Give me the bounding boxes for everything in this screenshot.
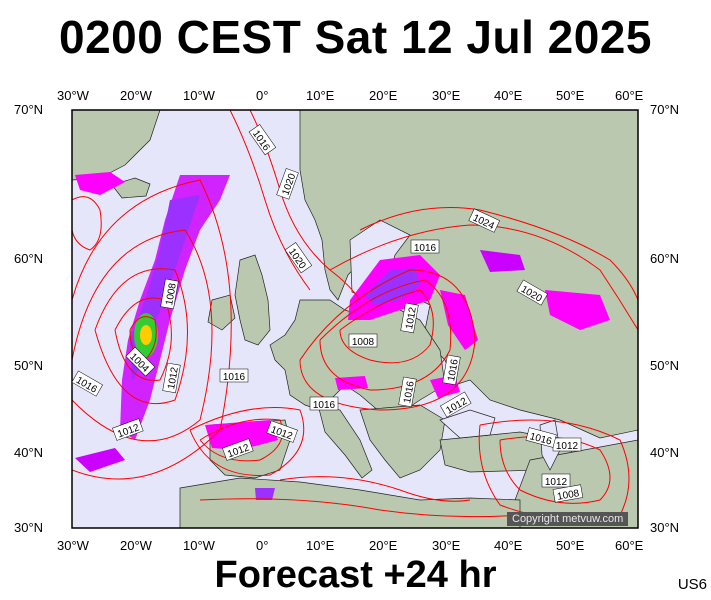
lon-label: 30°E — [432, 88, 461, 103]
rain-greenland-east — [75, 172, 125, 195]
rain-russia — [545, 290, 610, 330]
lon-label: 20°E — [369, 88, 398, 103]
isobar — [114, 297, 172, 381]
land-uk — [234, 254, 271, 346]
rain-baltic — [440, 290, 478, 350]
lon-label: 10°E — [306, 88, 335, 103]
isobar-label: 1012 — [556, 441, 579, 452]
rain-north-africa — [255, 488, 275, 500]
lon-label: 30°E — [432, 538, 461, 553]
lat-label: 70°N — [14, 102, 44, 117]
rain-core-low-inner — [140, 325, 152, 345]
lon-label: 40°E — [494, 538, 523, 553]
lat-label: 30°N — [650, 520, 680, 535]
isobar — [229, 110, 311, 291]
isobar-label: 1016 — [414, 243, 437, 254]
isobar-label: 1016 — [313, 400, 336, 411]
lon-label: 60°E — [615, 538, 644, 553]
land-greenland — [72, 110, 161, 181]
lat-label: 60°N — [14, 251, 44, 266]
isobar — [319, 279, 452, 391]
isobar — [94, 268, 188, 405]
lat-label: 50°N — [14, 358, 44, 373]
copyright-notice: Copyright metvuw.com — [507, 512, 629, 526]
isobar — [72, 179, 232, 480]
isobar — [329, 224, 638, 331]
lat-label: 50°N — [650, 358, 680, 373]
rain-alps — [335, 376, 368, 390]
isobar — [359, 207, 638, 301]
lon-label: 0° — [256, 538, 269, 553]
land-ireland — [207, 294, 236, 331]
lat-label: 40°N — [650, 445, 680, 460]
lat-label: 60°N — [650, 251, 680, 266]
lat-label: 40°N — [14, 445, 44, 460]
isobar — [189, 407, 305, 476]
map-frame — [71, 109, 639, 529]
lon-label: 50°E — [556, 538, 585, 553]
lon-label: 30°W — [57, 88, 89, 103]
map-code: US6 — [677, 576, 707, 593]
map-title: 0200 CEST Sat 12 Jul 2025 — [59, 11, 652, 63]
isobar-label: 1016 — [402, 380, 417, 404]
isobar-label: 1016 — [446, 358, 461, 382]
lon-label: 40°E — [494, 88, 523, 103]
lon-label: 10°W — [183, 538, 215, 553]
isobar — [72, 196, 102, 251]
lon-label: 60°E — [615, 88, 644, 103]
lat-label: 30°N — [14, 520, 44, 535]
land-balkans — [359, 404, 446, 479]
isobar — [299, 269, 476, 411]
isobar-label: 1012 — [404, 306, 419, 330]
isobar — [339, 289, 434, 364]
isobars — [72, 110, 638, 521]
lon-label: 20°E — [369, 538, 398, 553]
rain-atlantic-south — [75, 448, 125, 472]
lon-label: 20°W — [120, 538, 152, 553]
isobar-label: 1012 — [166, 366, 181, 390]
isobar — [279, 476, 471, 502]
isobar — [199, 498, 521, 518]
lon-label: 10°E — [306, 538, 335, 553]
lon-label: 10°W — [183, 88, 215, 103]
isobar — [72, 229, 213, 442]
isobar-label: 1012 — [545, 477, 568, 488]
lon-label: 50°E — [556, 88, 585, 103]
forecast-label: Forecast +24 hr — [214, 554, 497, 596]
black-sea — [439, 409, 496, 439]
rain-russia-north — [480, 250, 525, 272]
land-italy — [317, 404, 373, 479]
isobar-label: 1008 — [556, 488, 580, 503]
isobar-label: 1016 — [223, 372, 246, 383]
lon-label: 0° — [256, 88, 269, 103]
isobar-label: 1008 — [164, 282, 179, 306]
lat-label: 70°N — [650, 102, 680, 117]
lon-label: 20°W — [120, 88, 152, 103]
lon-label: 30°W — [57, 538, 89, 553]
isobar-label: 1008 — [352, 337, 375, 348]
isobar — [199, 418, 283, 462]
